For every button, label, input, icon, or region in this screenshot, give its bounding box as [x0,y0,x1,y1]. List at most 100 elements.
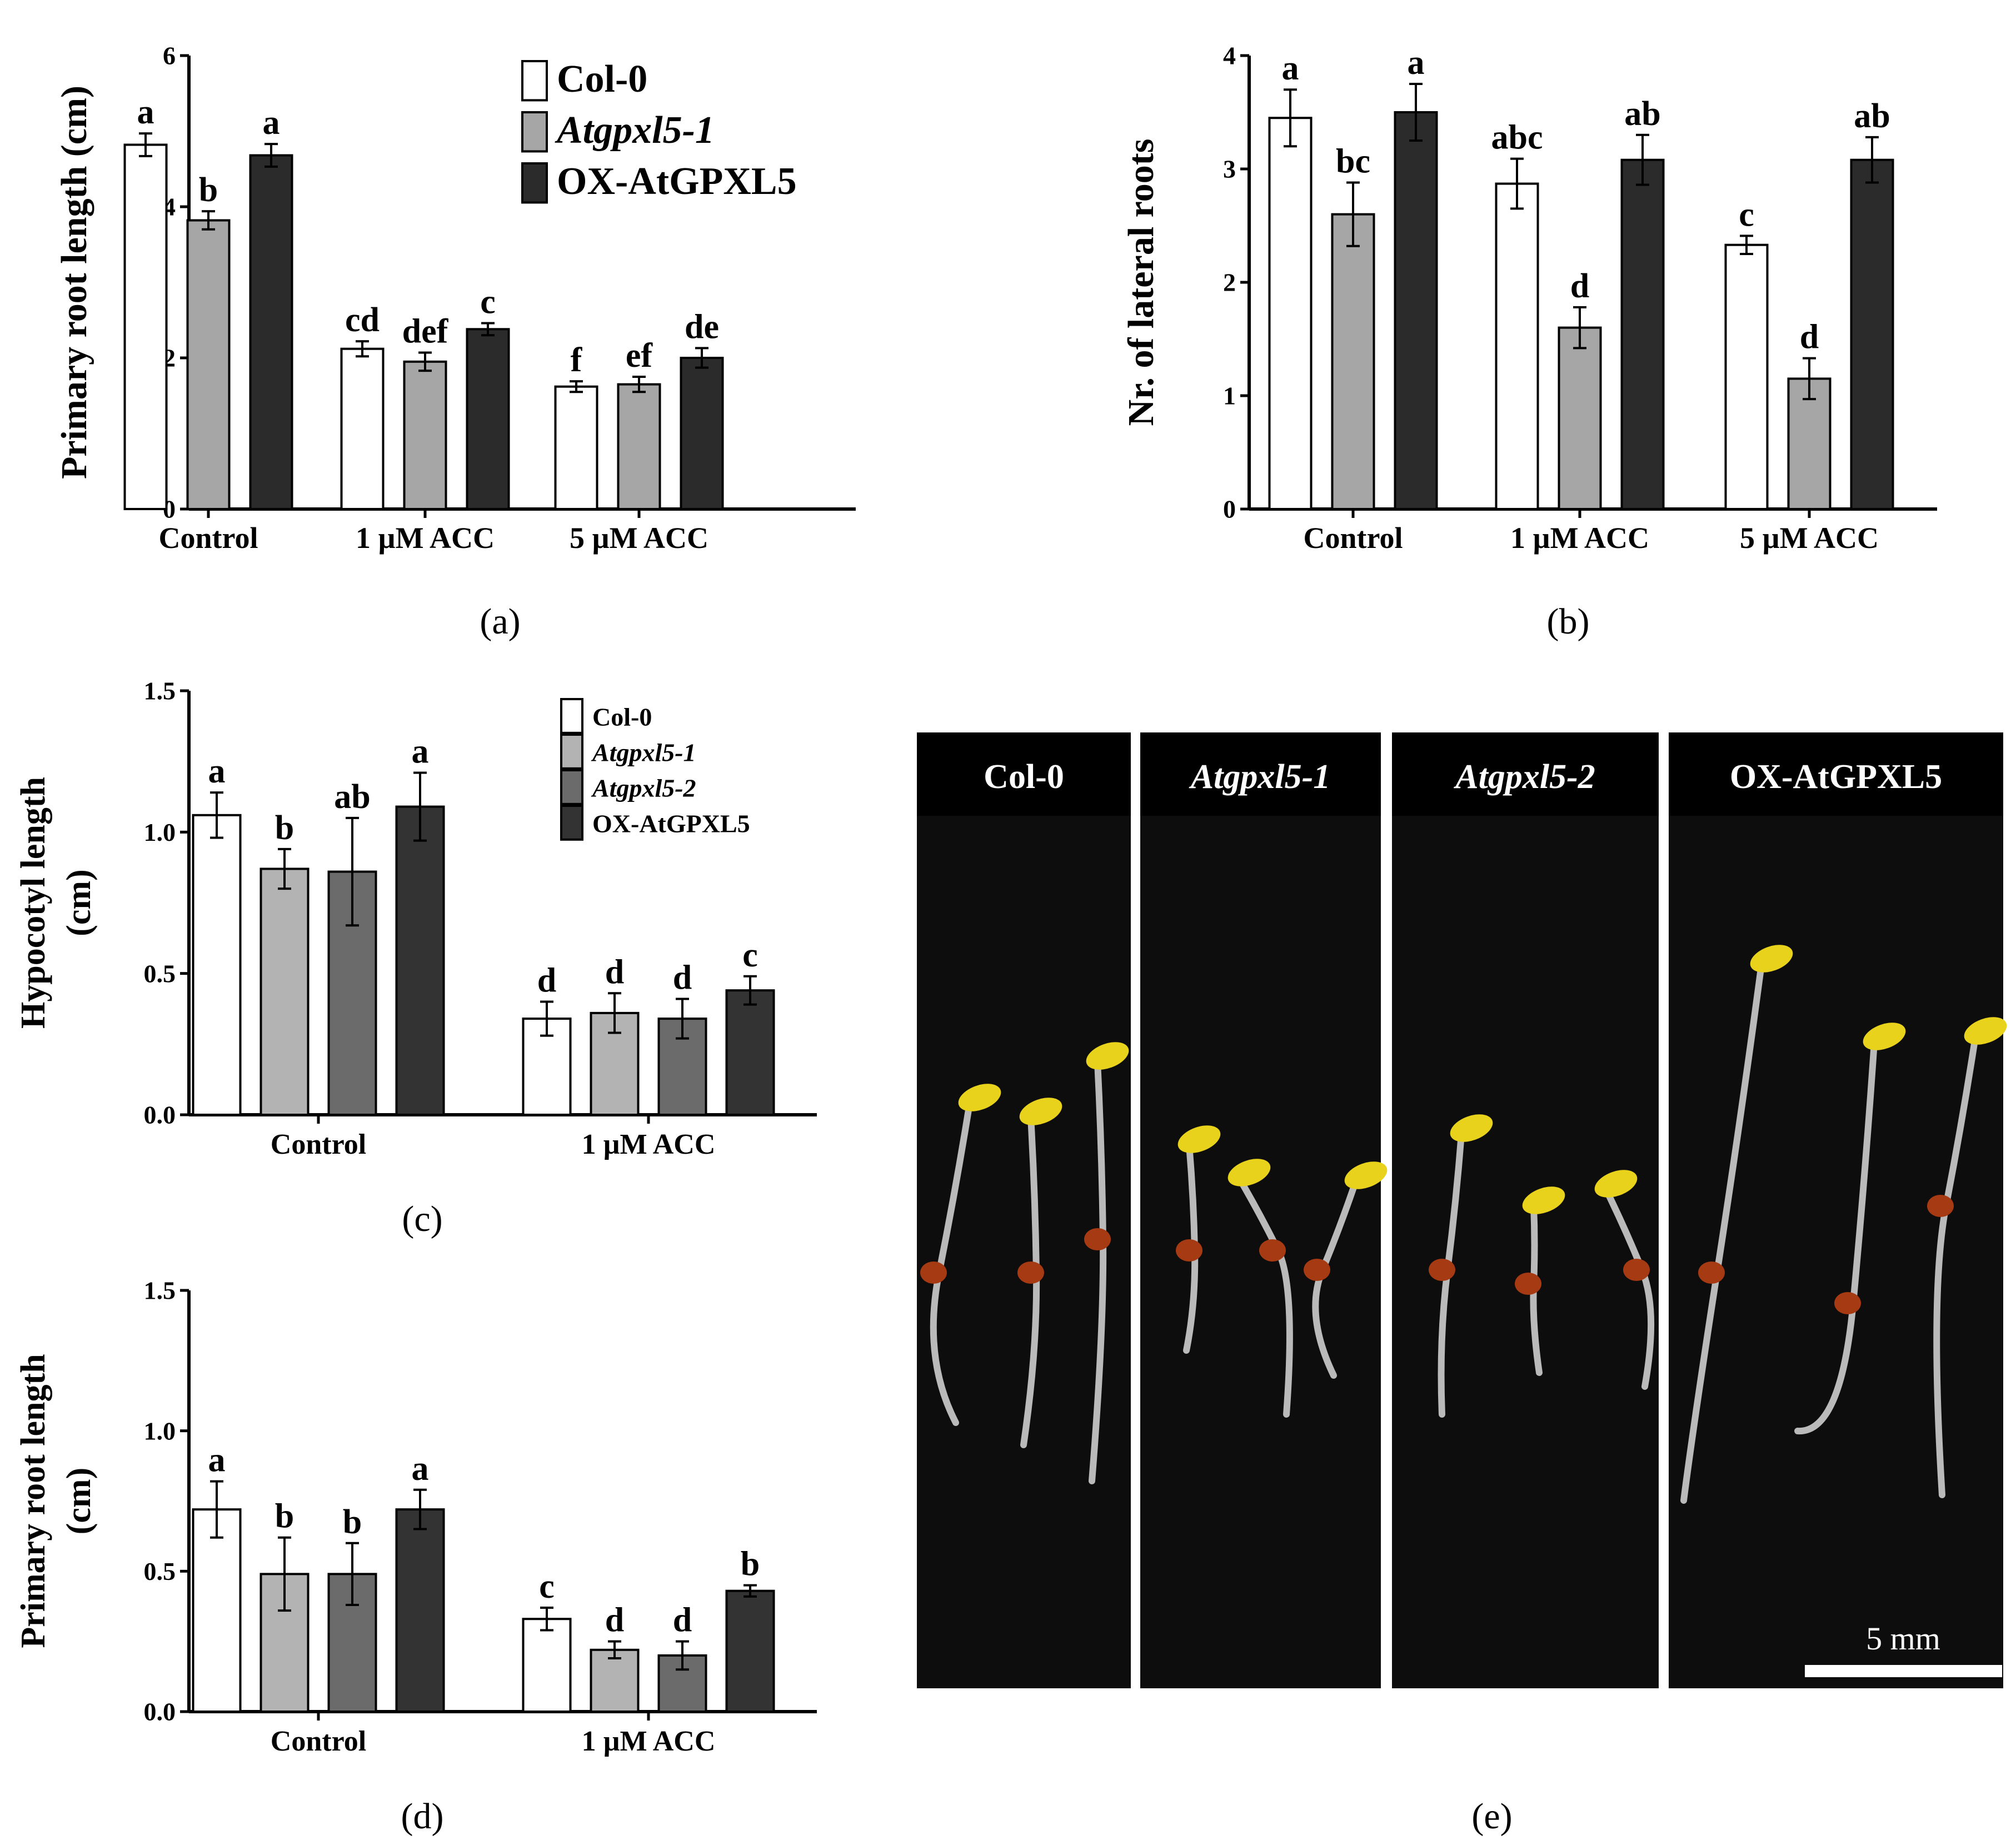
panel-label: (c) [402,1199,442,1239]
legend-label: Col-0 [592,702,652,731]
seedling-cotyledon [1450,1114,1493,1142]
bar [1620,158,1665,510]
photo-column-header [917,732,1131,816]
significance-letter: a [208,752,226,790]
y-tick-label: 6 [163,42,176,70]
seedling-stem [1933,1033,1979,1498]
seedling-seed [1623,1259,1650,1281]
significance-letter: f [571,341,583,379]
seedling-cotyledon [1086,1042,1129,1070]
significance-letter: c [539,1568,555,1605]
photo-panel-e: Col-0 Atgpxl5-1 Atgpxl5-2 OX-AtGPXL5 5 mm (e) [917,732,2007,1837]
significance-letter: bc [1336,142,1370,180]
bar [522,1018,572,1116]
legend-swatch [560,734,583,770]
seedling-cotyledon [1344,1161,1388,1189]
x-tick-label: Control [271,1726,366,1757]
bar [1850,158,1894,510]
bar [327,1573,377,1713]
scale-bar [1805,1665,2002,1677]
bar [186,219,231,511]
bar [1787,377,1832,511]
photo-column-header [1669,732,2003,816]
y-tick-label: 3 [1223,155,1236,183]
bar [725,1589,775,1713]
y-tick-label: 1.5 [144,677,176,705]
legend-label: Atgpxl5-1 [591,738,696,766]
seedling-seed [1429,1259,1455,1281]
bar [395,1508,445,1713]
seedling-seed [1515,1273,1541,1295]
bar [1558,326,1602,510]
significance-letter: d [605,953,624,991]
y-tick-label: 0.5 [144,1557,176,1585]
significance-letter: c [480,283,496,321]
bar [466,328,510,510]
significance-letter: ab [1624,95,1660,133]
y-axis-label: Nr. of lateral roots [1121,139,1161,426]
photo-column-label: Atgpxl5-2 [1453,758,1595,796]
legend-swatch [521,60,548,102]
y-tick-label: 0 [1223,495,1236,523]
significance-letter: d [605,1602,624,1639]
y-tick-label: 0.0 [144,1698,176,1726]
panel-label: (d) [401,1796,444,1837]
bar [192,1508,242,1713]
y-tick-label: 2 [1223,268,1236,297]
seedling-seed [1084,1228,1111,1250]
y-axis-label: Hypocotyl length [14,777,52,1029]
y-tick-label: 1 [1223,382,1236,410]
bar [395,805,445,1116]
y-tick-label: 0.0 [144,1101,176,1129]
seedling-cotyledon [1227,1159,1271,1186]
legend-label: OX-AtGPXL5 [557,160,797,203]
legend-swatch [560,805,583,841]
y-axis-label: (cm) [60,1468,98,1534]
scale-bar-label: 5 mm [1866,1620,1940,1657]
significance-letter: abc [1491,119,1543,157]
legend-swatch [521,162,548,204]
x-tick-label: 5 µM ACC [1740,521,1879,555]
bar [590,1648,640,1713]
significance-letter: a [412,733,429,771]
seedling-stem [1794,1039,1878,1435]
seedling-cotyledon [1750,945,1793,973]
seedling-seed [1259,1239,1286,1261]
legend-label: OX-AtGPXL5 [592,809,750,837]
x-tick-label: Control [1303,521,1403,555]
bar [260,867,310,1116]
significance-letter: b [199,171,218,209]
legend-swatch [521,111,548,153]
significance-letter: a [1408,44,1425,82]
bar [725,989,775,1116]
bar [1495,182,1539,510]
bar [657,1654,707,1713]
legend-label: Col-0 [557,58,647,101]
legend-swatch [560,698,583,734]
x-tick-label: Control [158,521,258,555]
seedling-cotyledon [1863,1023,1906,1050]
bar [680,357,724,510]
bar [340,347,385,510]
x-tick-label: 1 µM ACC [582,1129,716,1160]
bar [1724,243,1769,510]
significance-letter: c [1739,196,1754,233]
seedling-seed [1834,1292,1861,1314]
bar [554,385,598,510]
photo-column-label: Col-0 [984,758,1064,796]
bar [617,383,661,510]
significance-letter: de [685,308,719,346]
bar [1331,213,1375,511]
bar [522,1618,572,1713]
significance-letter: a [412,1450,429,1488]
y-axis-label: Primary root length (cm) [54,86,94,479]
x-tick-label: 5 µM ACC [570,521,708,555]
bar [1268,117,1313,510]
significance-letter: d [537,962,556,1000]
seedling-seed [1927,1195,1954,1217]
x-tick-label: 1 µM ACC [356,521,495,555]
seedling-cotyledon [1177,1125,1221,1153]
